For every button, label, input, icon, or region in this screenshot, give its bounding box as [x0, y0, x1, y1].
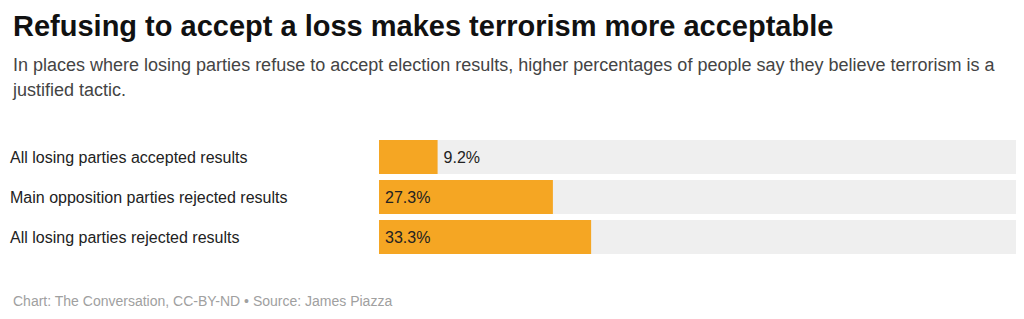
svg-text:In places where losing parties: In places where losing parties refuse to… — [13, 55, 1000, 75]
svg-text:33.3%: 33.3% — [385, 229, 430, 246]
svg-text:All losing parties rejected re: All losing parties rejected results — [10, 229, 239, 246]
svg-text:9.2%: 9.2% — [444, 149, 480, 166]
svg-text:justified tactic.: justified tactic. — [12, 80, 126, 100]
svg-text:All losing parties accepted re: All losing parties accepted results — [10, 149, 247, 166]
svg-text:Chart: The Conversation, CC-BY: Chart: The Conversation, CC-BY-ND • Sour… — [13, 293, 392, 309]
svg-text:27.3%: 27.3% — [385, 189, 430, 206]
svg-text:Refusing to accept a loss make: Refusing to accept a loss makes terroris… — [13, 10, 833, 42]
svg-text:Main opposition parties reject: Main opposition parties rejected results — [10, 189, 287, 206]
